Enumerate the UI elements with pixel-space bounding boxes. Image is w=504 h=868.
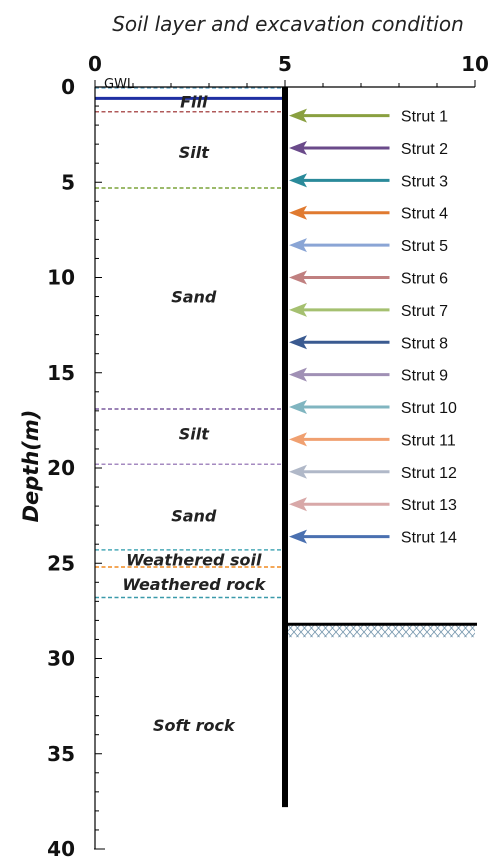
strut-arrow-head	[289, 205, 307, 220]
strut-arrow-head	[289, 400, 307, 415]
y-axis-label: Depth(m)	[19, 410, 43, 523]
strut-label: Strut 3	[401, 173, 448, 190]
y-tick-label: 25	[47, 551, 75, 575]
strut-label: Strut 13	[401, 497, 457, 514]
strut-arrow-head	[289, 270, 307, 285]
layer-label: Silt	[179, 425, 210, 444]
strut-arrow-head	[289, 140, 307, 155]
strut-arrow-head	[289, 367, 307, 382]
layer-label: Weathered soil	[126, 550, 262, 569]
x-tick-label: 0	[88, 52, 102, 76]
layer-label: Silt	[179, 143, 210, 162]
strut-arrow-head	[289, 335, 307, 350]
layer-label: Fill	[180, 92, 208, 111]
strut-label: Strut 1	[401, 109, 448, 126]
strut-arrow-head	[289, 432, 307, 447]
chart-title: Soil layer and excavation condition	[112, 12, 464, 36]
y-tick-label: 35	[47, 742, 75, 766]
strut-label: Strut 6	[401, 271, 448, 288]
strut-arrow-head	[289, 497, 307, 512]
layer-label: Weathered rock	[122, 575, 266, 594]
y-tick-label: 5	[61, 170, 75, 194]
strut-label: Strut 5	[401, 238, 448, 255]
y-tick-label: 40	[47, 837, 75, 861]
x-tick-label: 5	[278, 52, 292, 76]
strut-arrow-head	[289, 173, 307, 188]
y-tick-label: 20	[47, 456, 75, 480]
y-tick-label: 15	[47, 361, 75, 385]
y-tick-label: 0	[61, 75, 75, 99]
strut-label: Strut 12	[401, 465, 457, 482]
excavation	[285, 622, 477, 638]
struts: Strut 1 Strut 2 Strut 3 Strut 4 Strut 5 Strut…	[289, 108, 457, 547]
strut-label: Strut 2	[401, 141, 448, 158]
strut-arrow-head	[289, 529, 307, 544]
gwl-label: GWL	[104, 77, 135, 92]
excavation-hatch	[285, 624, 475, 638]
strut-label: Strut 9	[401, 368, 448, 385]
strut-label: Strut 4	[401, 206, 448, 223]
strut-label: Strut 7	[401, 303, 448, 320]
strut-arrow-head	[289, 464, 307, 479]
strut-arrow-head	[289, 108, 307, 123]
x-tick-label: 10	[461, 52, 489, 76]
strut-label: Strut 8	[401, 335, 448, 352]
strut-label: Strut 14	[401, 530, 457, 547]
layer-labels: Fill Silt Sand Silt Sand Weathered soil Weathe…	[122, 92, 266, 735]
tick-labels: 0 5 10 0 5 10 15 20 25 30 35 40	[47, 52, 489, 861]
strut-arrow-head	[289, 238, 307, 253]
layer-label: Sand	[171, 288, 217, 307]
layer-label: Sand	[171, 507, 217, 526]
strut-label: Strut 10	[401, 400, 457, 417]
layer-boundaries: GWL	[95, 77, 285, 599]
strut-arrow-head	[289, 302, 307, 317]
y-tick-label: 10	[47, 266, 75, 290]
layer-label: Soft rock	[153, 716, 236, 735]
strut-label: Strut 11	[401, 432, 456, 449]
y-tick-label: 30	[47, 647, 75, 671]
